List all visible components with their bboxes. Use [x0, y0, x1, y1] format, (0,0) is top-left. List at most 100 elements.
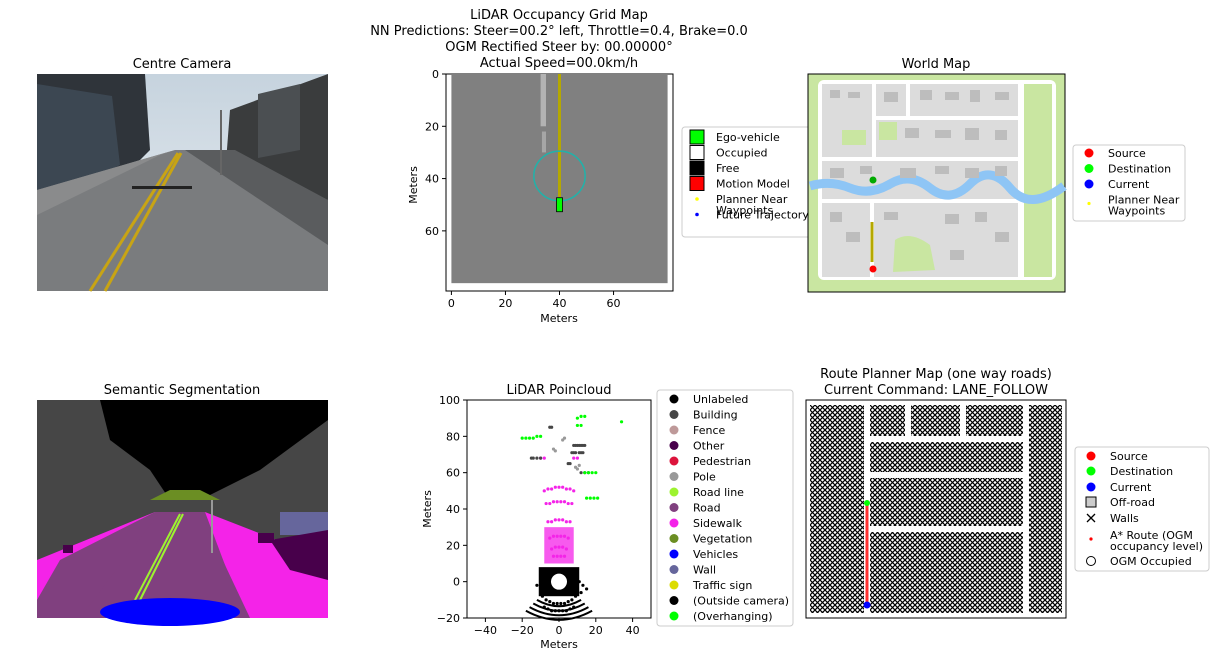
- lidar-point: [550, 547, 554, 551]
- lidar-point: [546, 487, 550, 491]
- route-legend-marker: [1086, 451, 1096, 461]
- lidar-point: [586, 471, 591, 475]
- lidar-xtick-label: 0: [556, 624, 563, 637]
- ogm-legend-marker: [689, 176, 705, 191]
- lidar-point: [579, 590, 583, 595]
- lidar-point: [531, 436, 535, 440]
- route-legend-label: OGM Occupied: [1110, 555, 1192, 568]
- lidar-xtick-label: 20: [589, 624, 603, 637]
- lidar-point: [585, 587, 589, 591]
- route-legend-label: Off-road: [1110, 496, 1155, 509]
- ogm-ticks: 0 20 40 60 0 20 40 60: [425, 68, 621, 310]
- ogm-plot-area: [451, 74, 668, 284]
- lidar-legend-marker: [669, 441, 679, 450]
- lidar-point: [566, 600, 570, 604]
- lidar-point: [546, 572, 550, 577]
- route-planner-title-line-2: Current Command: LANE_FOLLOW: [824, 383, 1048, 398]
- ogm-legend-marker: [695, 212, 699, 217]
- lidar-ylabel: Meters: [421, 490, 434, 528]
- ogm-xtick-label: 60: [607, 297, 621, 310]
- route-legend-label: Walls: [1110, 512, 1139, 525]
- ogm-panel: 0 20 40 60 0 20 40 60 Meters Meters Ego-vehicle…: [407, 68, 813, 325]
- ogm-legend-marker: [689, 145, 705, 160]
- route-destination-marker: [864, 500, 870, 506]
- lidar-point: [562, 601, 567, 606]
- lidar-point: [564, 609, 568, 613]
- lidar-point: [594, 471, 598, 475]
- route-legend-marker: [1085, 496, 1097, 508]
- lidar-point: [562, 534, 567, 538]
- lidar-ground-ring: [529, 606, 589, 617]
- lidar-legend-label: (Outside camera): [693, 595, 789, 608]
- lidar-legend-label: Pedestrian: [693, 455, 751, 468]
- lidar-point: [585, 496, 589, 500]
- lidar-panel: LiDAR Poincloud −40 −20 0 20 40 −20 0 20 40 60 80 1…: [421, 383, 794, 651]
- lidar-legend-marker: [669, 410, 679, 419]
- lidar-point: [555, 534, 559, 538]
- semantic-panel: Semantic Segmentation: [37, 383, 328, 626]
- lidar-legend-label: Building: [693, 409, 738, 422]
- lidar-legend-label: Road line: [693, 486, 744, 499]
- lidar-point: [568, 572, 572, 577]
- lidar-legend-label: Unlabeled: [693, 393, 748, 406]
- ogm-ego-vehicle: [556, 197, 563, 213]
- lidar-point: [551, 500, 556, 504]
- lidar-point: [542, 576, 546, 580]
- lidar-legend-marker: [669, 425, 679, 435]
- lidar-point: [583, 471, 587, 475]
- lidar-point: [559, 500, 563, 504]
- world-map-source-marker: [869, 265, 877, 273]
- lidar-point: [572, 605, 576, 609]
- lidar-legend-label: Other: [693, 440, 725, 453]
- ogm-legend-label: Future Trajectory: [716, 209, 809, 222]
- lidar-legend-marker: [669, 503, 679, 512]
- ogm-occupied-cells: [541, 131, 546, 153]
- ogm-legend-marker: [689, 129, 705, 145]
- lidar-point: [572, 489, 576, 493]
- lidar-ytick-label: 80: [446, 430, 460, 443]
- suptitle-line-3: OGM Rectified Steer by: 00.00000°: [445, 40, 672, 55]
- lidar-point: [573, 451, 578, 455]
- route-planner-title-line-1: Route Planner Map (one way roads): [820, 367, 1052, 382]
- world-legend-label: Current: [1108, 178, 1150, 191]
- semantic-image: [37, 400, 328, 626]
- lidar-legend-label: (Overhanging): [693, 610, 773, 623]
- lidar-point: [542, 605, 546, 609]
- ogm-legend-label: Planner Near Waypoints: [716, 193, 788, 217]
- lidar-point: [557, 518, 561, 522]
- lidar-point: [562, 554, 567, 558]
- world-map-title: World Map: [902, 57, 971, 72]
- lidar-point: [539, 434, 543, 438]
- lidar-point: [581, 583, 585, 587]
- lidar-point: [561, 518, 565, 522]
- lidar-point: [527, 436, 532, 440]
- lidar-point: [572, 576, 576, 580]
- lidar-point: [568, 487, 572, 491]
- lidar-legend-marker: [669, 611, 679, 621]
- lidar-point: [548, 536, 552, 540]
- lidar-point: [568, 520, 572, 524]
- lidar-point: [542, 456, 546, 460]
- lidar-point: [557, 545, 561, 549]
- lidar-point: [550, 425, 554, 429]
- lidar-point: [566, 536, 570, 540]
- lidar-point: [550, 520, 554, 524]
- lidar-ytick-label: 20: [446, 539, 460, 552]
- lidar-point: [539, 456, 543, 460]
- lidar-point: [592, 496, 596, 500]
- lidar-point: [540, 594, 545, 598]
- lidar-ytick-label: 0: [453, 576, 460, 589]
- lidar-point: [553, 545, 557, 549]
- route-legend-marker: [1086, 482, 1096, 492]
- lidar-legend-label: Vehicles: [693, 548, 738, 561]
- suptitle-line-2: NN Predictions: Steer=00.2° left, Thrott…: [370, 24, 748, 39]
- lidar-point: [561, 485, 565, 489]
- lidar-point: [555, 500, 559, 504]
- ogm-legend-label: Ego-vehicle: [716, 131, 780, 144]
- world-map-destination-marker: [869, 176, 877, 184]
- lidar-point: [583, 443, 587, 448]
- route-current-marker: [863, 601, 871, 609]
- ogm-legend-label: Free: [716, 162, 740, 175]
- lidar-point: [520, 436, 524, 440]
- ogm-xtick-label: 20: [498, 297, 512, 310]
